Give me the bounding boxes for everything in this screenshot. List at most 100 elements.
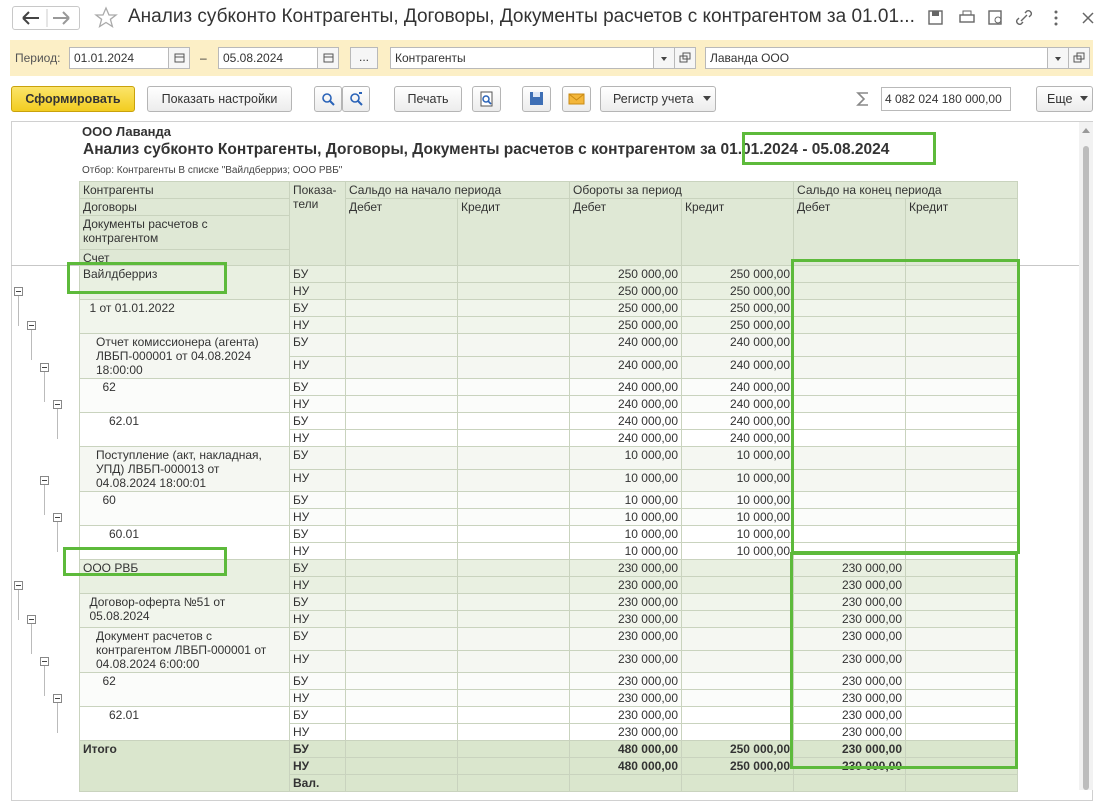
tree-line xyxy=(31,330,32,360)
amount-cell xyxy=(793,508,906,526)
row-label: 62.01 xyxy=(79,412,290,447)
dropdown-button[interactable] xyxy=(1047,47,1069,69)
generate-button[interactable]: Сформировать xyxy=(11,86,135,112)
amount-cell xyxy=(457,395,570,413)
collapse-toggle[interactable] xyxy=(53,694,62,703)
register-button[interactable]: Регистр учета xyxy=(600,86,716,112)
amount-cell: 10 000,00 xyxy=(569,542,682,560)
amount-cell xyxy=(345,610,458,628)
amount-cell xyxy=(345,723,458,741)
amount-cell xyxy=(345,774,458,792)
amount-cell xyxy=(345,649,458,673)
amount-cell: 240 000,00 xyxy=(569,429,682,447)
close-icon[interactable] xyxy=(1078,8,1098,28)
open-button[interactable] xyxy=(1068,47,1090,69)
amount-cell xyxy=(905,740,1018,758)
period-select-button[interactable]: ... xyxy=(350,47,378,69)
report-title-text: Анализ субконто Контрагенты, Договоры, Д… xyxy=(83,141,717,158)
amount-cell xyxy=(457,429,570,447)
amount-cell xyxy=(457,378,570,396)
amount-cell: 230 000,00 xyxy=(569,706,682,724)
amount-cell xyxy=(345,508,458,526)
period-label: Период: xyxy=(15,51,61,65)
amount-cell: 230 000,00 xyxy=(569,559,682,577)
indicator-header-line: Показа- xyxy=(293,183,337,197)
amount-cell xyxy=(793,395,906,413)
indicator: НУ xyxy=(289,649,346,673)
print-button[interactable]: Печать xyxy=(394,86,462,112)
amount-cell xyxy=(345,740,458,758)
amount-cell: 230 000,00 xyxy=(793,757,906,775)
indicator: НУ xyxy=(289,576,346,594)
row-label: ООО РВБ xyxy=(79,559,290,594)
amount-cell xyxy=(345,689,458,707)
open-button[interactable] xyxy=(674,47,696,69)
search-button[interactable] xyxy=(314,86,342,112)
preview-button[interactable] xyxy=(472,86,501,112)
amount-cell xyxy=(457,355,570,379)
indicator: НУ xyxy=(289,757,346,775)
collapse-toggle[interactable] xyxy=(40,476,49,486)
indicator: НУ xyxy=(289,429,346,447)
collapse-toggle[interactable] xyxy=(14,287,23,296)
favorite-star[interactable] xyxy=(94,6,118,30)
settings-button[interactable]: Показать настройки xyxy=(147,86,292,112)
date-from[interactable]: 01.01.2024 xyxy=(69,47,169,69)
amount-cell: 240 000,00 xyxy=(681,355,794,379)
email-button[interactable] xyxy=(562,86,591,112)
subconto-field[interactable]: Контрагенты xyxy=(390,47,654,69)
calendar-button[interactable] xyxy=(168,47,190,69)
dropdown-button[interactable] xyxy=(653,47,675,69)
amount-cell xyxy=(457,491,570,509)
nav-buttons[interactable] xyxy=(12,6,80,30)
amount-cell xyxy=(905,316,1018,334)
total-label: Итого xyxy=(79,740,290,792)
report-title: Анализ субконто Контрагенты, Договоры, Д… xyxy=(83,141,889,159)
scroll-thumb[interactable] xyxy=(1083,146,1089,790)
collapse-toggle[interactable] xyxy=(53,513,62,522)
amount-cell: 240 000,00 xyxy=(681,429,794,447)
more-button[interactable]: Еще xyxy=(1036,86,1093,112)
collapse-toggle[interactable] xyxy=(40,363,49,373)
collapse-toggle[interactable] xyxy=(14,581,23,590)
window-tools[interactable] xyxy=(926,8,1066,28)
amount-cell xyxy=(905,429,1018,447)
amount-cell xyxy=(457,282,570,300)
collapse-toggle[interactable] xyxy=(53,400,62,409)
amount-cell xyxy=(345,627,458,651)
collapse-toggle[interactable] xyxy=(40,657,49,667)
amount-cell: 10 000,00 xyxy=(569,468,682,492)
collapse-toggle[interactable] xyxy=(27,615,36,624)
amount-cell xyxy=(905,395,1018,413)
amount-cell: 230 000,00 xyxy=(569,610,682,628)
counterparty-field[interactable]: Лаванда ООО xyxy=(705,47,1048,69)
more-button-label: Еще xyxy=(1047,92,1073,106)
amount-cell: 10 000,00 xyxy=(681,525,794,543)
row-label: Вайлдберриз xyxy=(79,265,290,300)
amount-cell xyxy=(345,525,458,543)
date-to[interactable]: 05.08.2024 xyxy=(218,47,318,69)
amount-cell xyxy=(345,593,458,611)
search-next-button[interactable] xyxy=(342,86,370,112)
row-label: Документ расчетов с контрагентом ЛВБП-00… xyxy=(79,627,290,673)
indicator: НУ xyxy=(289,468,346,492)
calendar-button[interactable] xyxy=(317,47,339,69)
row-label: 60 xyxy=(79,491,290,526)
amount-cell xyxy=(345,265,458,283)
amount-cell: 230 000,00 xyxy=(569,672,682,690)
amount-cell: 250 000,00 xyxy=(681,757,794,775)
amount-cell xyxy=(569,774,682,792)
amount-cell xyxy=(793,491,906,509)
amount-cell xyxy=(345,706,458,724)
amount-cell xyxy=(905,508,1018,526)
scroll-up[interactable] xyxy=(1082,128,1090,134)
indicator: БУ xyxy=(289,706,346,724)
indicator: БУ xyxy=(289,412,346,430)
save-button[interactable] xyxy=(522,86,551,112)
indicator: БУ xyxy=(289,378,346,396)
collapse-toggle[interactable] xyxy=(27,321,36,330)
amount-cell: 10 000,00 xyxy=(569,525,682,543)
credit-header: Кредит xyxy=(680,198,795,267)
amount-cell xyxy=(905,446,1018,470)
indicator: БУ xyxy=(289,593,346,611)
